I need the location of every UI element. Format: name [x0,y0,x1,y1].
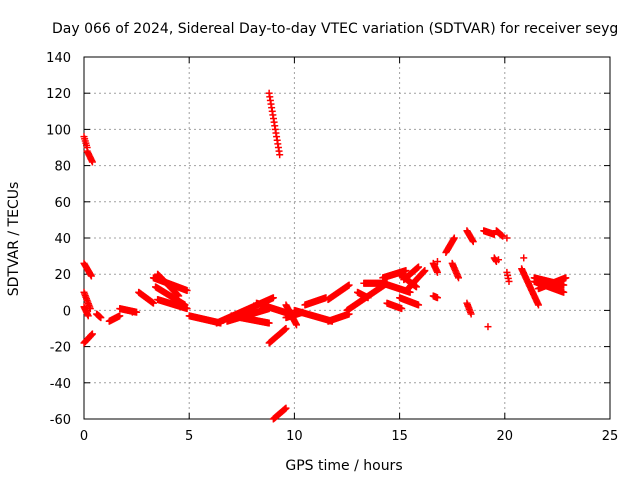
data-point [84,312,92,320]
y-tick-label: -60 [50,413,71,428]
y-tick-label: -40 [50,377,71,392]
y-tick-label: 20 [54,268,71,283]
y-tick-label: 60 [54,196,71,211]
data-point [116,312,124,320]
data-point [87,272,95,280]
y-tick-label: 100 [46,123,71,138]
x-tick-label: 10 [286,429,303,444]
chart-title: Day 066 of 2024, Sidereal Day-to-day VTE… [52,21,618,37]
data-point [88,330,96,338]
y-tick-label: 40 [54,232,71,247]
data-point [345,281,353,289]
y-tick-label: 140 [46,51,71,66]
data-point [398,305,406,313]
data-point [421,267,429,275]
x-axis-label: GPS time / hours [285,458,402,474]
data-point [433,258,441,266]
x-tick-label: 25 [602,429,619,444]
data-points [80,89,570,423]
data-point [282,325,290,332]
data-point [560,281,568,289]
data-point [494,256,502,264]
data-point [265,319,273,327]
x-tick-label: 5 [185,429,193,444]
data-point [269,294,277,302]
x-tick-label: 20 [497,429,514,444]
x-tick-label: 15 [391,429,408,444]
data-point [450,234,458,242]
data-point [183,305,191,313]
data-point [560,288,568,296]
data-point [293,321,301,329]
data-point [455,274,463,282]
y-tick-label: -20 [50,341,71,356]
y-tick-label: 80 [54,160,71,175]
data-point [505,277,513,285]
data-point [503,234,511,242]
data-point [433,268,441,276]
data-point [467,310,475,318]
axis-ticks: 0 5 10 15 20 25 -60 -40 -20 0 20 40 60 80 100 120 140 [46,51,618,444]
x-tick-label: 0 [80,429,88,444]
y-axis-label: SDTVAR / TECUs [6,182,22,297]
y-tick-label: 0 [63,304,71,319]
y-tick-label: 120 [46,87,71,102]
data-point [433,294,441,302]
data-point [149,299,157,307]
data-point [282,404,290,412]
data-point [520,254,528,262]
data-point [415,263,423,271]
data-point [534,301,542,309]
data-point [402,267,410,275]
data-point [499,232,507,240]
data-point [412,283,420,291]
data-point [88,158,96,166]
data-point [128,308,136,316]
data-point [95,312,103,320]
data-point [415,301,423,309]
data-point [562,274,570,282]
data-point [364,294,372,302]
data-point [469,238,477,246]
data-point [276,151,284,159]
data-point [484,323,492,331]
data-point [183,286,191,294]
